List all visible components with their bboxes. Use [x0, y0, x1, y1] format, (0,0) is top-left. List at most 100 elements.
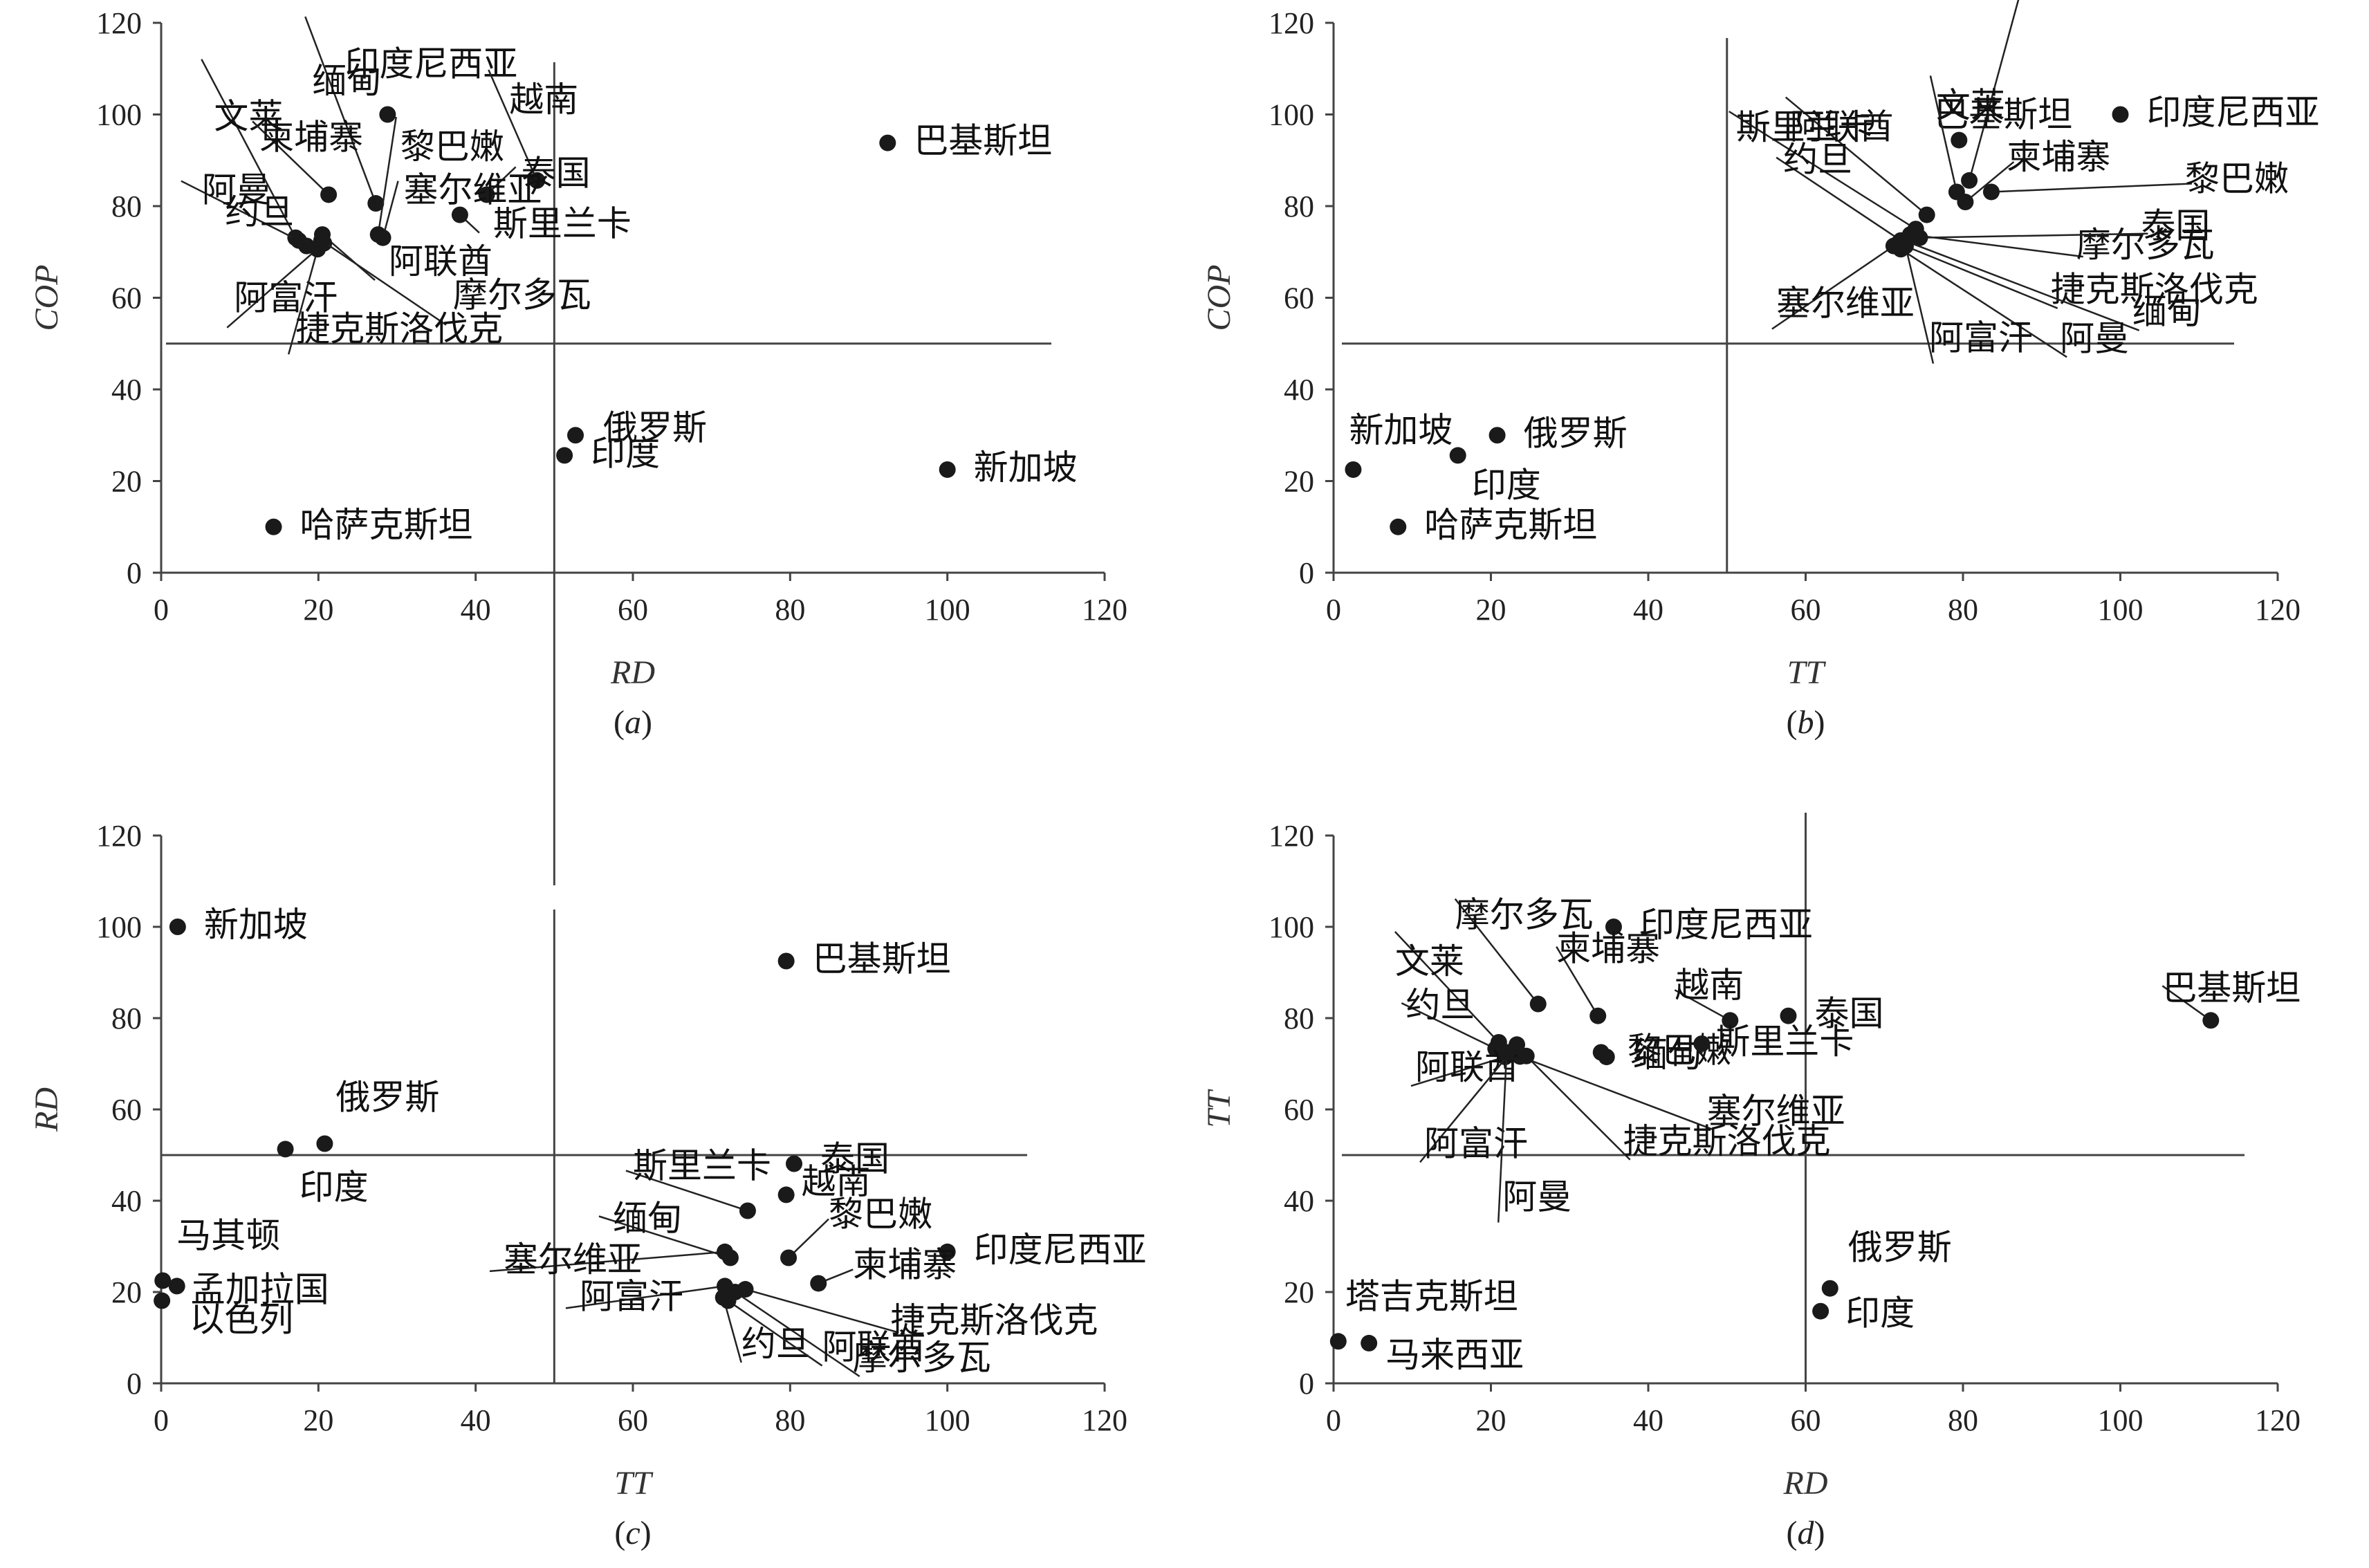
data-point — [556, 447, 573, 464]
point-label: 摩尔多瓦 — [453, 275, 591, 315]
point-label: 摩尔多瓦 — [1455, 895, 1594, 935]
point-label: 缅甸 — [1633, 1035, 1702, 1075]
y-tick-label: 0 — [127, 556, 142, 590]
point-label: 阿联酋 — [389, 241, 492, 282]
point-label: 缅甸 — [312, 61, 381, 101]
point-label: 俄罗斯 — [335, 1078, 439, 1118]
x-tick-label: 60 — [618, 593, 648, 627]
point-label: 斯里兰卡 — [1736, 107, 1874, 147]
data-point — [1722, 1012, 1739, 1029]
x-tick-label: 0 — [1326, 593, 1341, 627]
data-point — [1897, 237, 1914, 255]
point-label: 新加坡 — [204, 905, 308, 945]
y-tick-label: 100 — [96, 98, 142, 132]
leader-line — [727, 1300, 823, 1367]
point-label: 塞尔维亚 — [1707, 1091, 1845, 1131]
point-label: 印度 — [1845, 1293, 1915, 1334]
leader-line — [377, 116, 397, 235]
data-point — [1498, 1044, 1515, 1061]
leader-line — [226, 242, 325, 329]
point-label: 泰国 — [1814, 994, 1883, 1034]
data-point — [277, 1141, 294, 1158]
point-label: 阿曼 — [1502, 1177, 1571, 1217]
x-tick-label: 100 — [2098, 1403, 2144, 1437]
point-label: 印度 — [591, 433, 660, 473]
point-label: 文莱 — [214, 97, 283, 137]
point-label: 以色列 — [190, 1300, 293, 1340]
data-point — [367, 195, 385, 212]
leader-line — [304, 16, 377, 204]
x-tick-label: 100 — [925, 1403, 970, 1437]
leader-line — [1919, 232, 2148, 239]
leader-line — [1991, 183, 2193, 193]
point-label: 阿曼 — [202, 170, 271, 210]
leader-line — [565, 1285, 726, 1309]
x-axis-label: RD — [610, 654, 655, 691]
data-point — [1529, 995, 1547, 1013]
leader-line — [1729, 111, 1917, 230]
panel-caption: (c) — [614, 1515, 651, 1551]
point-label: 约旦 — [1783, 140, 1852, 180]
point-label: 新加坡 — [1349, 410, 1453, 450]
data-point — [810, 1275, 827, 1292]
point-label: 阿富汗 — [1424, 1123, 1528, 1163]
leader-line — [1904, 239, 2140, 331]
point-label: 哈萨克斯坦 — [1424, 505, 1597, 545]
point-label: 捷克斯洛伐克 — [2051, 270, 2258, 310]
data-point — [154, 1272, 172, 1289]
point-label: 阿曼 — [2060, 318, 2129, 358]
data-point — [1982, 183, 2000, 201]
leader-line — [1929, 75, 1958, 192]
y-tick-label: 80 — [1284, 1002, 1314, 1035]
y-tick-label: 80 — [1284, 190, 1314, 223]
leader-line — [1497, 1052, 1508, 1223]
x-tick-label: 20 — [1476, 1403, 1506, 1437]
point-label: 哈萨克斯坦 — [300, 505, 473, 545]
data-point — [379, 106, 396, 123]
point-label: 塔吉克斯坦 — [1345, 1276, 1518, 1316]
y-tick-label: 120 — [1269, 6, 1314, 40]
point-label: 越南 — [802, 1161, 871, 1201]
data-point — [1598, 1049, 1615, 1066]
point-label: 泰国 — [2141, 206, 2210, 246]
data-point — [1449, 447, 1466, 464]
x-tick-label: 0 — [154, 593, 169, 627]
point-label: 约旦 — [225, 192, 294, 232]
point-label: 缅甸 — [2132, 292, 2202, 332]
point-label: 柬埔寨 — [1556, 929, 1660, 969]
leader-line — [625, 1170, 748, 1212]
data-point — [1518, 1047, 1535, 1064]
point-label: 捷克斯洛伐克 — [891, 1300, 1098, 1340]
panel-caption: (a) — [614, 704, 652, 741]
point-label: 马来西亚 — [1385, 1335, 1524, 1375]
x-tick-label: 0 — [154, 1403, 169, 1437]
y-tick-label: 60 — [1284, 282, 1314, 315]
point-label: 黎巴嫩 — [1628, 1031, 1731, 1071]
y-axis-label: COP — [28, 265, 65, 331]
x-axis-label: TT — [1787, 654, 1827, 691]
point-label: 印度 — [299, 1167, 369, 1207]
y-axis-label: TT — [1201, 1089, 1237, 1128]
data-point — [719, 1292, 737, 1309]
data-point — [451, 206, 468, 223]
x-axis-label: RD — [1783, 1465, 1828, 1502]
point-label: 缅甸 — [613, 1199, 682, 1239]
leader-line — [1556, 946, 1599, 1017]
data-point — [1951, 131, 1968, 149]
data-point — [320, 186, 338, 203]
point-label: 巴基斯坦 — [1934, 95, 2072, 135]
leader-line — [1410, 1055, 1506, 1087]
x-tick-label: 80 — [1948, 593, 1978, 627]
point-label: 巴基斯坦 — [813, 939, 951, 979]
x-tick-label: 20 — [303, 593, 333, 627]
y-tick-label: 40 — [111, 1184, 142, 1218]
leader-line — [1776, 156, 1901, 241]
data-point — [1488, 427, 1506, 444]
point-label: 摩尔多瓦 — [853, 1338, 991, 1378]
leader-line — [1771, 245, 1895, 330]
data-point — [1780, 1007, 1797, 1024]
data-point — [265, 518, 282, 535]
point-label: 俄罗斯 — [1848, 1228, 1952, 1268]
leader-line — [745, 1288, 898, 1334]
data-point — [939, 461, 956, 478]
